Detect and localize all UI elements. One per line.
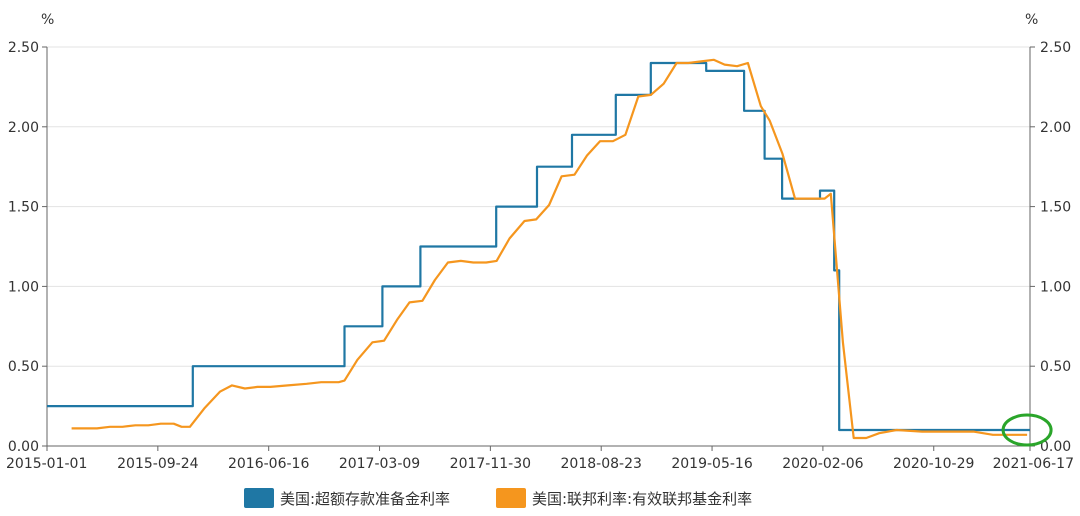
x-tick-label-7: 2020-02-06 xyxy=(782,456,863,472)
x-tick-label-4: 2017-11-30 xyxy=(450,456,531,472)
highlight-annotation xyxy=(1001,413,1053,447)
legend-label-series-1: 美国:超额存款准备金利率 xyxy=(280,490,450,508)
right-y-unit: % xyxy=(1025,12,1038,28)
series-line-2 xyxy=(71,58,1028,440)
series-line-1 xyxy=(47,61,1030,432)
legend: 美国:超额存款准备金利率 美国:联邦利率:有效联邦基金利率 xyxy=(244,488,752,508)
legend-item-series-1[interactable]: 美国:超额存款准备金利率 xyxy=(244,488,450,508)
x-ticks: 2015-01-01 2015-09-24 2016-06-16 2017-03-09… xyxy=(6,446,1074,472)
y-tick-label-right-0: 0.00 xyxy=(1040,439,1071,455)
legend-swatch-series-1 xyxy=(244,488,274,508)
x-tick-label-2: 2016-06-16 xyxy=(228,456,309,472)
y-tick-label-left-4: 2.00 xyxy=(8,120,39,136)
y-tick-label-left-3: 1.50 xyxy=(8,200,39,216)
x-tick-label-1: 2015-09-24 xyxy=(117,456,198,472)
x-tick-label-3: 2017-03-09 xyxy=(339,456,420,472)
y-tick-label-right-4: 2.00 xyxy=(1040,120,1071,136)
left-y-ticks: 0.00 0.50 1.00 1.50 2.00 2.50 xyxy=(8,40,47,455)
x-tick-label-6: 2019-05-16 xyxy=(671,456,752,472)
y-tick-label-right-1: 0.50 xyxy=(1040,359,1071,375)
y-tick-label-left-2: 1.00 xyxy=(8,279,39,295)
y-tick-label-right-5: 2.50 xyxy=(1040,40,1071,56)
x-tick-label-5: 2018-08-23 xyxy=(561,456,642,472)
y-tick-label-right-2: 1.00 xyxy=(1040,279,1071,295)
series-lines xyxy=(47,58,1030,440)
y-tick-label-left-0: 0.00 xyxy=(8,439,39,455)
grid-lines xyxy=(47,46,1030,367)
left-y-unit: % xyxy=(41,12,54,28)
x-tick-label-0: 2015-01-01 xyxy=(6,456,87,472)
x-tick-label-9: 2021-06-17 xyxy=(993,456,1074,472)
legend-item-series-2[interactable]: 美国:联邦利率:有效联邦基金利率 xyxy=(496,488,752,508)
x-tick-label-8: 2020-10-29 xyxy=(893,456,974,472)
highlight-ellipse xyxy=(1001,413,1053,447)
y-tick-label-left-5: 2.50 xyxy=(8,40,39,56)
y-tick-label-right-3: 1.50 xyxy=(1040,200,1071,216)
legend-swatch-series-2 xyxy=(496,488,526,508)
legend-label-series-2: 美国:联邦利率:有效联邦基金利率 xyxy=(532,490,752,508)
y-tick-label-left-1: 0.50 xyxy=(8,359,39,375)
right-y-ticks: 0.00 0.50 1.00 1.50 2.00 2.50 xyxy=(1030,40,1071,455)
axes xyxy=(46,47,1031,447)
